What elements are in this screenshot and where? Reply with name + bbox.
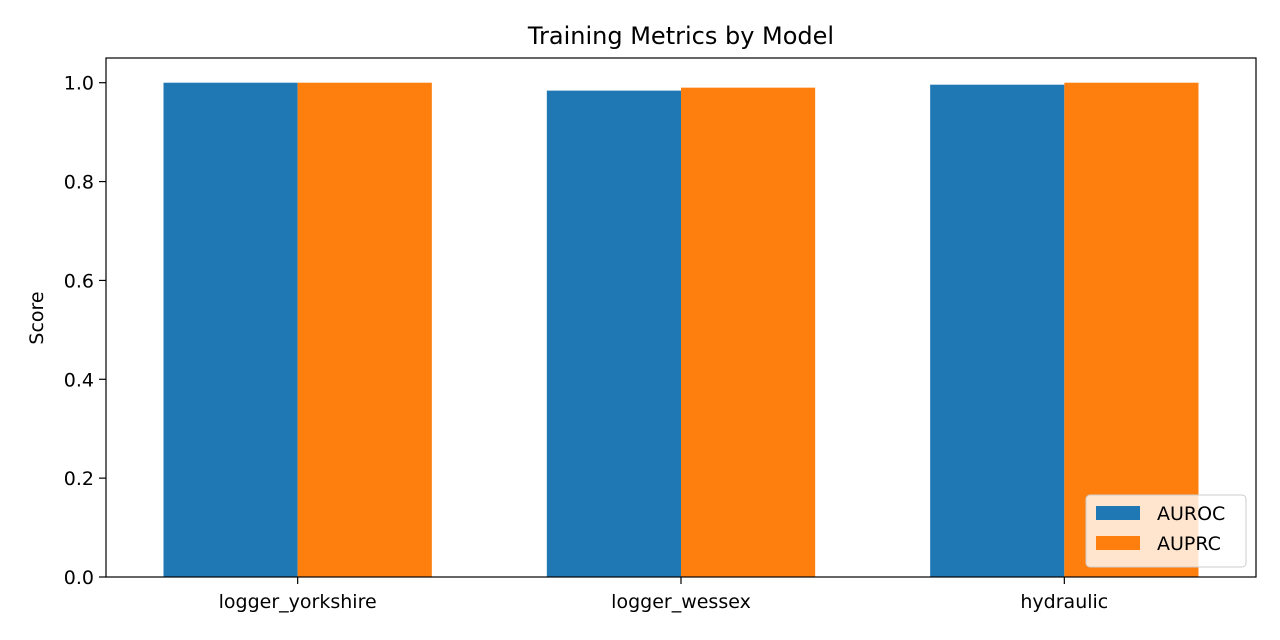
legend-swatch-auprc	[1096, 536, 1140, 550]
bar-auroc-logger_yorkshire	[163, 82, 298, 577]
y-tick-label: 0.4	[64, 369, 94, 391]
y-tick-label: 0.2	[64, 468, 94, 490]
y-tick-label: 0.8	[64, 172, 94, 194]
x-tick-label: logger_wessex	[611, 591, 751, 613]
plot-area: 0.0 0.2 0.4 0.6 0.8 1.0 logger_yorkshire logger…	[64, 57, 1257, 613]
y-tick-label: 1.0	[64, 73, 94, 95]
y-tick-label: 0.6	[64, 270, 94, 292]
x-tick-label: logger_yorkshire	[219, 591, 377, 613]
y-axis-label: Score	[26, 291, 48, 344]
bar-auroc-hydraulic	[930, 84, 1065, 577]
chart-title: Training Metrics by Model	[527, 22, 834, 50]
legend-swatch-auroc	[1096, 506, 1140, 520]
bar-auroc-logger_wessex	[546, 90, 681, 577]
legend-label-auprc: AUPRC	[1157, 533, 1221, 555]
y-tick-label: 0.0	[64, 567, 94, 589]
bar-auprc-logger_wessex	[681, 87, 816, 578]
bar-auprc-logger_yorkshire	[297, 82, 432, 577]
legend: AUROC AUPRC	[1085, 494, 1247, 568]
x-tick-label: hydraulic	[1020, 591, 1108, 613]
legend-label-auroc: AUROC	[1157, 503, 1225, 525]
